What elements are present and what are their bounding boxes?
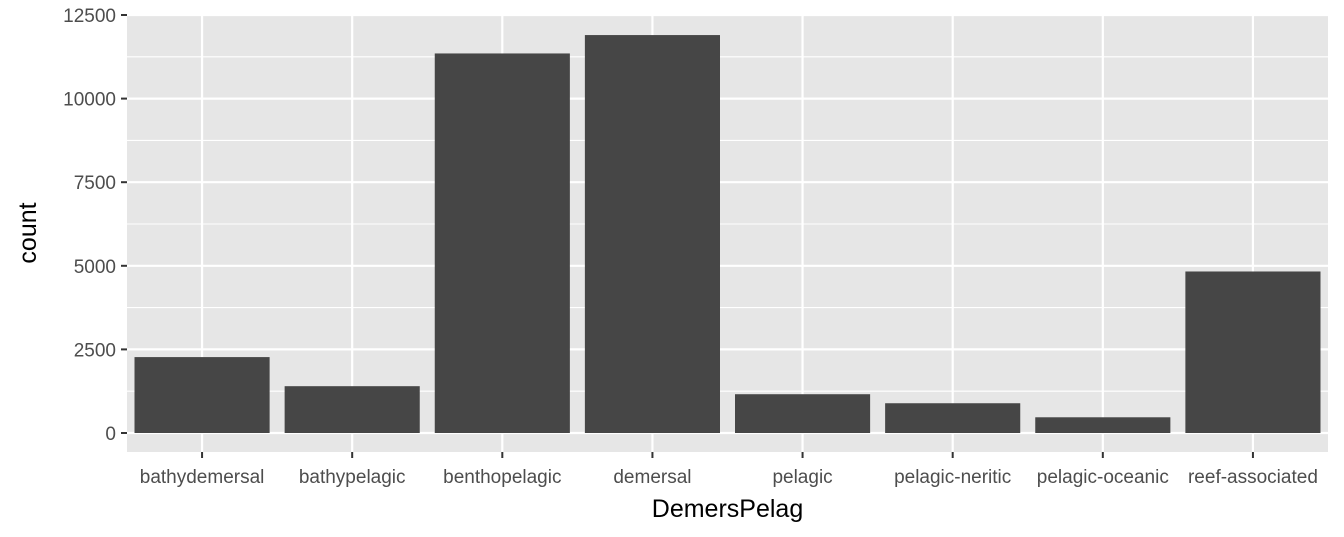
y-tick-label: 0 [105, 424, 116, 445]
x-tick-label: bathydemersal [140, 467, 265, 488]
plot-panel [127, 14, 1328, 452]
x-axis-title: DemersPelag [652, 495, 803, 523]
x-tick-label: reef-associated [1188, 467, 1318, 488]
y-tick-label: 5000 [74, 257, 116, 278]
x-tick-label: benthopelagic [443, 467, 561, 488]
bar-pelagic-neritic [885, 403, 1021, 433]
y-tick-label: 7500 [74, 173, 116, 194]
y-tick-label: 12500 [63, 6, 116, 27]
x-tick-label: pelagic-neritic [894, 467, 1011, 488]
x-tick-label: demersal [613, 467, 691, 488]
y-axis: 0 2500 5000 7500 10000 12500 [63, 6, 127, 445]
x-tick-label: pelagic [772, 467, 832, 488]
x-axis: bathydemersal bathypelagic benthopelagic de… [140, 452, 1318, 488]
bars [134, 35, 1321, 434]
x-tick-label: bathypelagic [299, 467, 406, 488]
bar-reef-associated [1185, 271, 1321, 433]
bar-pelagic-oceanic [1035, 417, 1171, 433]
bar-demersal [584, 35, 720, 434]
bar-bathypelagic [284, 386, 420, 433]
x-tick-label: pelagic-oceanic [1037, 467, 1169, 488]
bar-benthopelagic [434, 53, 570, 434]
y-axis-title: count [14, 202, 42, 263]
bar-pelagic [735, 394, 871, 433]
y-tick-label: 10000 [63, 90, 116, 111]
y-tick-label: 2500 [74, 340, 116, 361]
bar-bathydemersal [134, 357, 270, 433]
